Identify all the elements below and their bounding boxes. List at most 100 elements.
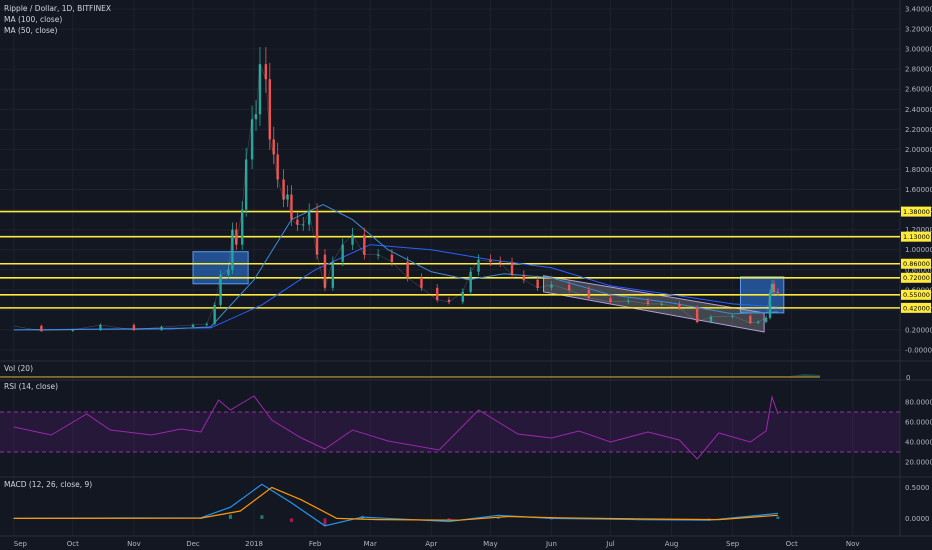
candle-body <box>627 300 630 302</box>
macd-histogram-bar <box>447 518 451 521</box>
candle-body <box>307 211 311 225</box>
level-tag <box>901 231 931 242</box>
macd-histogram-bar <box>289 518 293 522</box>
ma50-legend[interactable]: MA (50, close) <box>4 26 58 35</box>
price-tick-label: 2.20000 <box>905 126 932 134</box>
candle-body <box>40 325 43 331</box>
x-tick-label: 2018 <box>245 540 263 548</box>
price-tick-label: 1.00000 <box>905 246 932 254</box>
rsi-tick-label: 20.0000 <box>905 459 932 467</box>
candle-body <box>660 303 663 305</box>
candle-body <box>646 300 650 304</box>
candle-body <box>695 307 699 322</box>
volume-bars <box>0 374 820 377</box>
price-tick-label: 2.00000 <box>905 146 932 154</box>
rsi-band-fill <box>0 412 900 452</box>
candle-body <box>536 279 539 288</box>
candle-body <box>757 321 760 323</box>
price-tick-label: 3.40000 <box>905 6 932 14</box>
grid <box>0 0 900 536</box>
candle-body <box>315 211 319 255</box>
candle-body <box>678 303 681 308</box>
candle-body <box>250 119 254 160</box>
candle-body <box>331 261 335 288</box>
candle-body <box>567 284 571 290</box>
ma50-line <box>13 204 778 331</box>
candle-body <box>420 277 423 288</box>
macd-ticks: 0.5000 0.0000 <box>905 484 930 523</box>
rsi-tick-label: 60.0000 <box>905 419 932 427</box>
macd-series-line <box>13 483 778 527</box>
candle-body <box>268 79 272 140</box>
descending-channel <box>543 275 765 333</box>
macd-tick-label: 0.0000 <box>905 515 930 523</box>
macd-tick-label: 0.5000 <box>905 484 930 492</box>
ma100-line <box>13 244 778 331</box>
candle-body <box>522 274 526 280</box>
candle-body <box>550 284 553 288</box>
price-tick-label: 1.80000 <box>905 166 932 174</box>
candle-body <box>469 271 472 292</box>
x-tick-label: Sep <box>14 540 28 548</box>
rsi-line <box>13 395 779 460</box>
candle-body <box>609 297 612 302</box>
candle-body <box>213 304 216 324</box>
x-tick-label: May <box>483 540 497 548</box>
rsi-series-line <box>13 395 779 460</box>
level-tag-label: 0.72000 <box>903 274 930 282</box>
candle-body <box>272 139 275 155</box>
level-tag-label: 0.42000 <box>903 304 930 312</box>
price-series <box>13 47 780 332</box>
macd-legend[interactable]: MACD (12, 26, close, 9) <box>4 480 92 489</box>
price-tick-label: 3.00000 <box>905 46 932 54</box>
candle-body <box>770 283 774 293</box>
candle-body <box>363 234 366 255</box>
candle-body <box>191 324 195 327</box>
candle-body <box>286 194 289 200</box>
candle-body <box>302 224 305 226</box>
price-tick-label: 0.20000 <box>905 326 932 334</box>
candle-body <box>435 287 439 300</box>
level-tag-label: 1.13000 <box>903 233 930 241</box>
macd-histogram-bar <box>496 517 500 519</box>
rsi-band <box>0 411 900 453</box>
ma100-legend[interactable]: MA (100, close) <box>4 15 62 24</box>
macd-histogram-bar <box>260 515 264 519</box>
candle-body <box>587 289 591 298</box>
vol-axis-zero: 0 <box>906 374 910 382</box>
candle-body <box>477 259 480 272</box>
level-tag <box>901 302 931 313</box>
candle-body <box>132 324 136 330</box>
candle-body <box>296 219 299 225</box>
level-tag-label: 0.55000 <box>903 291 930 299</box>
rsi-legend[interactable]: RSI (14, close) <box>4 382 58 391</box>
signal-series-line <box>13 486 778 521</box>
candle-body <box>489 259 492 262</box>
candle-body <box>323 254 327 288</box>
price-tick-label: 2.40000 <box>905 106 932 114</box>
candle-body <box>241 209 244 245</box>
candle-body <box>205 323 208 325</box>
x-tick-label: Oct <box>786 540 798 548</box>
x-tick-label: Aug <box>665 540 679 548</box>
macd-histogram-bar <box>228 514 232 519</box>
level-tag <box>901 206 931 217</box>
macd-histogram-bar <box>776 516 780 519</box>
x-tick-label: Oct <box>67 540 79 548</box>
x-tick-label: Feb <box>309 540 322 548</box>
candle-body <box>768 292 772 318</box>
candle-body <box>227 269 230 275</box>
candle-body <box>461 291 465 302</box>
price-tick-label: 1.20000 <box>905 226 932 234</box>
candle-body <box>351 234 354 245</box>
price-tick-label: 2.60000 <box>905 86 932 94</box>
chart-title: Ripple / Dollar, 1D, BITFINEX <box>4 4 111 13</box>
x-tick-label: Mar <box>364 540 377 548</box>
x-tick-label: Dec <box>186 540 200 548</box>
vol-legend[interactable]: Vol (20) <box>4 364 33 373</box>
x-ticks: Sep Oct Nov Dec 2018 Feb Mar Apr May Jun Jul Aug Sep… <box>14 540 860 548</box>
candle-body <box>71 329 75 331</box>
candle-body <box>406 261 409 278</box>
ma-lines <box>13 204 778 331</box>
